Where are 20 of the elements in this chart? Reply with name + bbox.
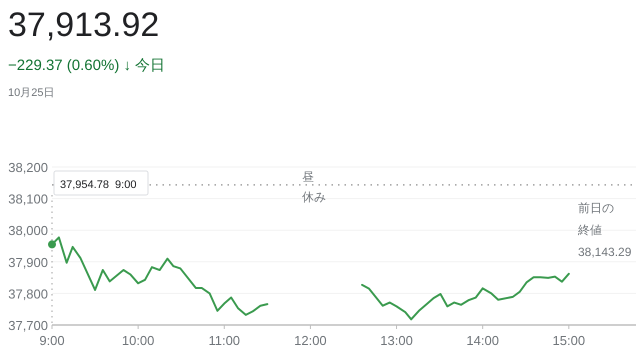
x-tick-label: 14:00 [466, 333, 499, 348]
ref-line-label: 前日の終値38,143.29 [577, 200, 632, 259]
x-tick-label: 13:00 [380, 333, 413, 348]
x-tick-label: 15:00 [552, 333, 586, 348]
y-tick-label: 38,000 [8, 223, 48, 238]
annotation: 37,954.78 9:00 [60, 179, 136, 191]
y-tick-label: 37,800 [8, 286, 48, 302]
y-tick-label: 38,100 [8, 192, 48, 207]
y-tick-label: 38,200 [8, 160, 48, 175]
y-tick-label: 37,900 [8, 254, 48, 270]
x-tick-label: 9:00 [39, 333, 65, 348]
annotation: 休み [302, 190, 326, 204]
chart-title: 37,913.92 [8, 6, 160, 44]
chart-subtitle: −229.37 (0.60%) ↓ 今日 [8, 57, 166, 74]
x-tick-label: 10:00 [122, 333, 154, 348]
text: 10月25日 [8, 87, 54, 99]
x-tick-label: 12:00 [294, 333, 327, 348]
y-tick-label: 37,700 [8, 318, 48, 333]
annotation: 昼 [302, 170, 314, 184]
x-tick-label: 11:00 [208, 333, 240, 348]
